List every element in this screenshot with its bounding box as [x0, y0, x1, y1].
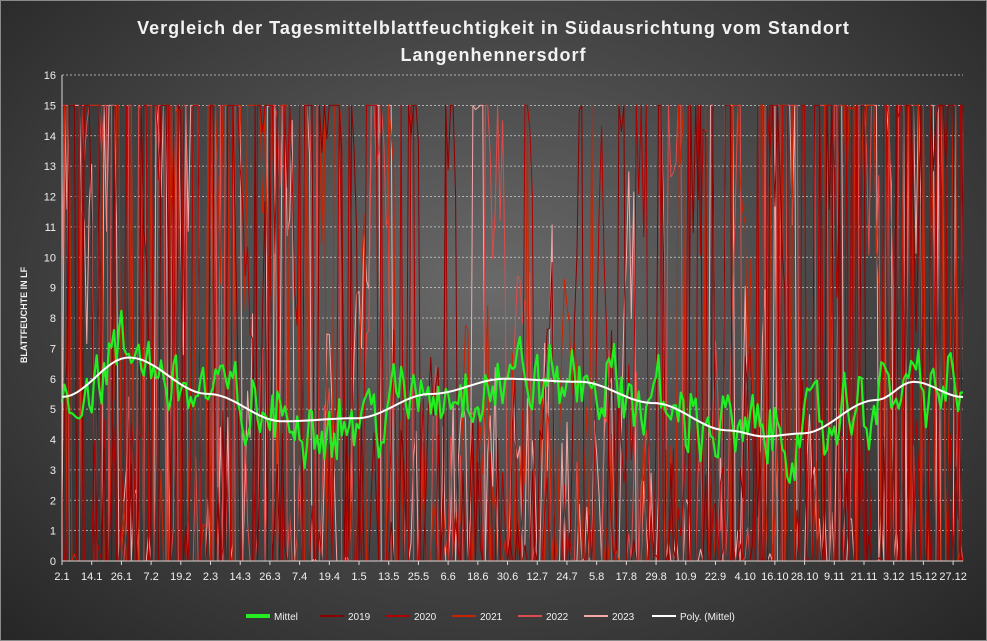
legend-label: 2022 [546, 612, 569, 623]
y-tick-label: 14 [44, 131, 56, 143]
x-tick-label: 3.12 [883, 571, 904, 583]
legend-label: Poly. (Mittel) [680, 612, 735, 623]
y-tick-label: 3 [50, 465, 56, 477]
x-tick-label: 19.4 [319, 571, 340, 583]
x-tick-label: 15.12 [910, 571, 938, 583]
legend-label: 2023 [612, 612, 635, 623]
y-tick-label: 7 [50, 343, 56, 355]
x-tick-label: 7.4 [292, 571, 307, 583]
x-tick-label: 30.6 [497, 571, 518, 583]
legend-label: 2020 [414, 612, 437, 623]
series-line-2022 [61, 104, 964, 562]
x-tick-label: 1.5 [351, 571, 366, 583]
x-tick-label: 27.12 [939, 571, 967, 583]
x-tick-label: 9.11 [824, 571, 845, 583]
legend-label: 2019 [348, 612, 371, 623]
x-tick-label: 24.7 [556, 571, 577, 583]
x-tick-label: 26.3 [259, 571, 280, 583]
x-tick-label: 14.1 [81, 571, 102, 583]
x-tick-label: 5.8 [589, 571, 604, 583]
x-tick-label: 19.2 [170, 571, 191, 583]
x-tick-label: 2.3 [203, 571, 218, 583]
x-tick-label: 21.11 [851, 571, 878, 583]
x-tick-label: 10.9 [675, 571, 696, 583]
x-tick-label: 13.5 [378, 571, 399, 583]
y-tick-label: 6 [50, 374, 56, 386]
x-tick-label: 28.10 [791, 571, 819, 583]
x-tick-label: 16.10 [761, 571, 789, 583]
x-tick-label: 22.9 [705, 571, 726, 583]
x-tick-label: 25.5 [408, 571, 429, 583]
x-tick-label: 17.8 [616, 571, 637, 583]
x-tick-label: 26.1 [111, 571, 132, 583]
series-layer [60, 104, 964, 562]
x-tick-label: 2.1 [54, 571, 69, 583]
series-line-Mittel [60, 309, 964, 484]
x-tick-label: 18.6 [467, 571, 488, 583]
series-line-2021 [62, 104, 964, 562]
x-tick-label: 7.2 [143, 571, 158, 583]
y-tick-label: 15 [44, 100, 56, 112]
x-tick-label: 6.6 [440, 571, 455, 583]
y-tick-label: 9 [50, 283, 56, 295]
series-line-poly-mittel [61, 356, 964, 438]
chart-title-line2: Langenhennersdorf [400, 45, 587, 65]
x-tick-label: 29.8 [645, 571, 666, 583]
y-tick-label: 2 [50, 495, 56, 507]
chart-title-line1: Vergleich der Tagesmittelblattfeuchtigke… [137, 18, 850, 38]
y-tick-label: 8 [50, 313, 56, 325]
legend: Mittel 2019 2020 2021 2022 2023 Poly. (Mittel) [246, 612, 735, 623]
legend-label: Mittel [274, 612, 298, 623]
y-tick-label: 0 [50, 556, 56, 568]
x-tick-label: 14.3 [230, 571, 251, 583]
y-tick-label: 5 [50, 404, 56, 416]
legend-label: 2021 [480, 612, 503, 623]
y-tick-label: 4 [50, 435, 56, 447]
y-tick-label: 12 [44, 192, 56, 204]
y-tick-label: 10 [44, 252, 56, 264]
y-tick-label: 11 [45, 222, 56, 234]
y-tick-label: 16 [44, 70, 56, 82]
x-tick-label: 4.10 [734, 571, 755, 583]
x-tick-label: 12.7 [527, 571, 548, 583]
y-tick-label: 1 [50, 526, 56, 538]
y-tick-label: 13 [44, 161, 56, 173]
